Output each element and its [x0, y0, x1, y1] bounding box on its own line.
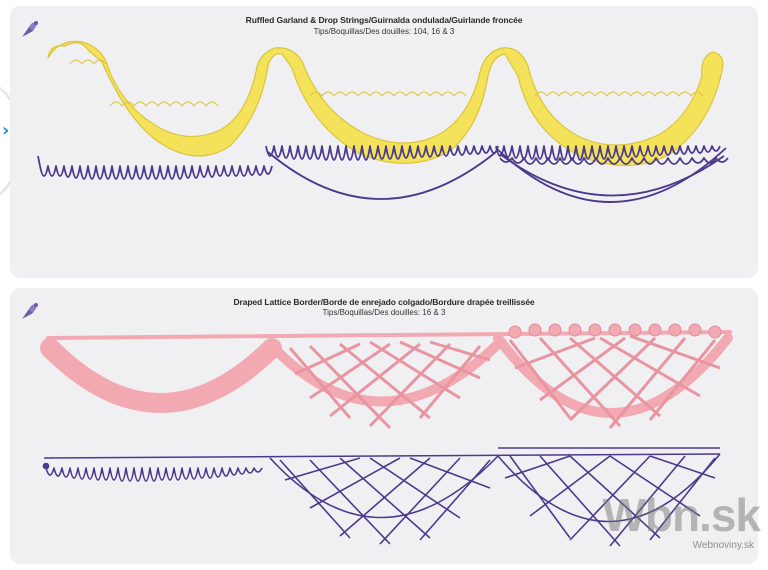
pink-rosette-beads — [508, 323, 722, 339]
lattice-guides — [42, 447, 721, 547]
panel-draped-lattice: Draped Lattice Border/Borde de enrejado … — [10, 288, 758, 564]
draped-lattice-illustration — [40, 323, 733, 547]
drop-string-guides — [37, 145, 729, 203]
watermark-brand: Wbn.sk — [602, 489, 761, 541]
piping-bag-logo-icon — [22, 21, 38, 37]
chevron-right-icon[interactable]: › — [2, 120, 10, 141]
ruffled-garland-illustration — [37, 40, 729, 203]
yellow-icing-garland — [47, 40, 724, 167]
watermark-site: Webnoviny.sk — [692, 540, 754, 551]
panel-title: Ruffled Garland & Drop Strings/Guirnalda… — [245, 15, 523, 25]
pink-lattice — [288, 334, 721, 430]
panel-subtitle: Tips/Boquillas/Des douilles: 104, 16 & 3 — [313, 27, 455, 36]
piping-bag-logo-icon — [22, 303, 38, 319]
yellow-ruffle-scallops — [69, 59, 704, 107]
panel-title: Draped Lattice Border/Borde de enrejado … — [233, 297, 535, 307]
panel-subtitle: Tips/Boquillas/Des douilles: 16 & 3 — [322, 308, 446, 317]
panel-ruffled-garland: Ruffled Garland & Drop Strings/Guirnalda… — [10, 6, 758, 278]
